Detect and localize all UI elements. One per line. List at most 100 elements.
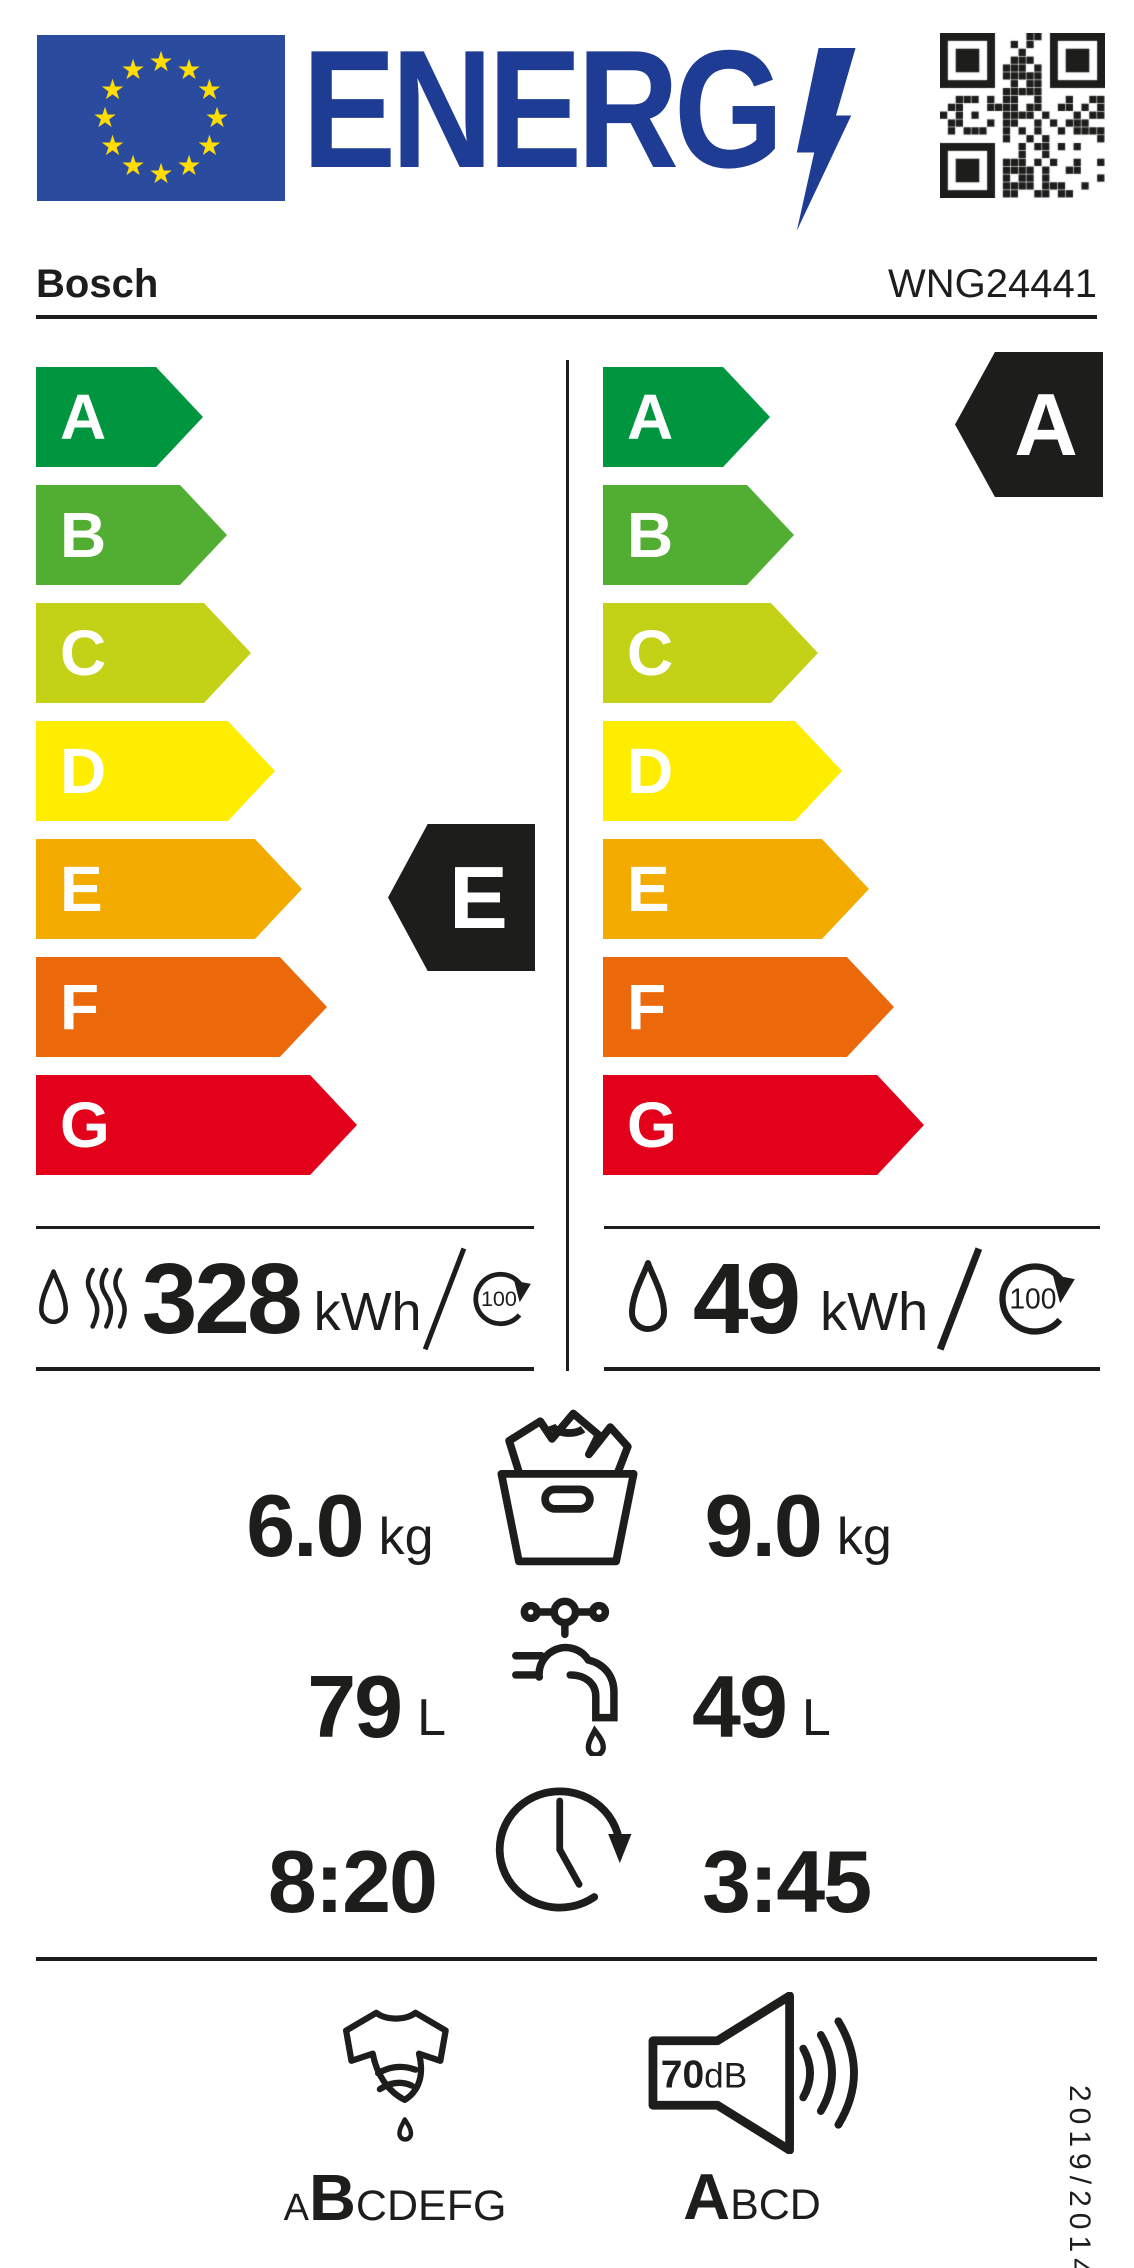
bottom-section-rule	[36, 1957, 1097, 1961]
qr-code	[940, 33, 1105, 198]
spin-class-rated: B	[308, 2161, 356, 2234]
grade-arrow-c: C	[36, 603, 251, 703]
water-drop-icon	[39, 1269, 69, 1325]
eu-star-icon: ★	[99, 74, 126, 105]
per-100-cycles-icon: 100	[999, 1263, 1075, 1335]
energ-logo-text: ENERG	[302, 15, 784, 203]
grade-arrow-c: C	[603, 603, 818, 703]
grade-letter: B	[627, 499, 674, 571]
header-rule	[36, 315, 1097, 319]
rating-letter: A	[1014, 374, 1078, 474]
grade-arrow-f: F	[36, 957, 327, 1057]
capacity-left-unit: kg	[378, 1507, 434, 1566]
eu-star-icon: ★	[196, 130, 223, 161]
eu-star-icon: ★	[176, 150, 202, 182]
spin-dry-icon	[343, 2009, 449, 2142]
tap-icon-cell	[492, 1596, 642, 1766]
energy-row-wash: 49 kWh 100	[604, 1234, 1100, 1364]
grade-arrow-g: G	[36, 1075, 357, 1175]
model-number: WNG24441	[888, 262, 1097, 306]
grade-letter: A	[60, 381, 107, 453]
eu-star-icon: ★	[92, 102, 118, 133]
eu-star-icon: ★	[148, 46, 174, 77]
right-box-top-rule	[604, 1226, 1100, 1229]
speaker-icon: 70dB	[648, 1992, 858, 2154]
left-box-bottom-rule	[36, 1367, 534, 1371]
energy-value: 328	[141, 1243, 303, 1355]
capacity-right: 9.0 kg	[655, 1438, 1099, 1613]
water-left-value: 79	[307, 1657, 403, 1756]
water-right-unit: L	[801, 1689, 831, 1747]
spin-class-after: CDEFG	[355, 2182, 507, 2230]
water-drop-icon	[628, 1260, 667, 1332]
water-right-value: 49	[692, 1657, 788, 1756]
grade-letter: E	[60, 853, 103, 925]
per-100-cycles-icon: 100	[473, 1271, 531, 1327]
rating-indicator-wash: A	[955, 352, 1103, 497]
duration-right: 3:45	[652, 1802, 1098, 1962]
cycles-count: 100	[1009, 1282, 1056, 1314]
capacity-right-unit: kg	[836, 1507, 892, 1566]
cycles-count: 100	[481, 1286, 517, 1311]
noise-class-letters: A BCD	[683, 2164, 821, 2229]
grade-letter: G	[627, 1089, 677, 1161]
eu-star-icon: ★	[120, 53, 146, 85]
grade-letter: E	[627, 853, 670, 925]
right-box-bottom-rule	[604, 1367, 1100, 1371]
grade-letter: F	[627, 971, 667, 1043]
grade-letter: G	[60, 1089, 110, 1161]
grade-arrow-b: B	[36, 485, 227, 585]
per-slash	[936, 1247, 983, 1351]
rating-indicator-combined: E	[388, 824, 535, 971]
noise-class-rated: A	[683, 2160, 731, 2233]
laundry-basket-icon-cell	[480, 1398, 655, 1573]
tap-icon	[512, 1597, 618, 1756]
clock-icon	[495, 1787, 632, 1912]
capacity-left: 6.0 kg	[36, 1438, 480, 1613]
grade-letter: A	[627, 381, 674, 453]
water-right: 49 L	[642, 1622, 1098, 1792]
column-divider	[566, 360, 569, 1371]
eu-flag: ★ ★ ★ ★ ★ ★ ★ ★ ★ ★ ★ ★	[37, 35, 285, 201]
duration-left-value: 8:20	[267, 1832, 438, 1931]
grade-arrow-e: E	[603, 839, 869, 939]
eu-star-icon: ★	[99, 130, 126, 161]
eu-star-icon: ★	[176, 53, 202, 85]
grade-arrow-g: G	[603, 1075, 924, 1175]
energy-row-combined: 328 kWh 100	[36, 1234, 534, 1364]
grade-arrow-a: A	[603, 367, 770, 467]
grade-letter: B	[60, 499, 107, 571]
noise-db-text: 70dB	[660, 2054, 746, 2097]
grade-letter: C	[60, 617, 107, 689]
lightning-bolt-icon	[796, 48, 856, 231]
grade-arrow-b: B	[603, 485, 794, 585]
grade-letter: F	[60, 971, 100, 1043]
spin-class-letters: A B CDEFG	[284, 2165, 507, 2230]
water-row: 79 L 49 L	[36, 1596, 1098, 1766]
regulation-number: 2019/2014	[1063, 2085, 1096, 2268]
grade-letter: D	[627, 735, 674, 807]
grade-arrow-a: A	[36, 367, 203, 467]
duration-right-value: 3:45	[702, 1832, 872, 1931]
capacity-right-value: 9.0	[704, 1475, 823, 1575]
noise-group: 70dB A BCD	[612, 1992, 892, 2229]
rating-letter: E	[449, 847, 508, 947]
noise-class-after: BCD	[730, 2181, 821, 2229]
capacity-left-value: 6.0	[246, 1475, 364, 1575]
left-box-top-rule	[36, 1226, 534, 1229]
eu-star-icon: ★	[120, 150, 146, 182]
eu-star-icon: ★	[204, 102, 230, 133]
grade-arrow-e: E	[36, 839, 302, 939]
grade-arrow-f: F	[603, 957, 894, 1057]
grade-arrow-d: D	[36, 721, 275, 821]
per-slash	[422, 1247, 467, 1351]
water-left-unit: L	[417, 1689, 446, 1747]
spin-class-group: A B CDEFG	[250, 1995, 540, 2230]
grade-letter: D	[60, 735, 107, 807]
eu-star-icon: ★	[196, 74, 223, 105]
brand-name: Bosch	[36, 262, 159, 306]
energy-value: 49	[692, 1243, 801, 1355]
duration-left: 8:20	[36, 1802, 482, 1962]
spin-class-before: A	[283, 2187, 309, 2229]
